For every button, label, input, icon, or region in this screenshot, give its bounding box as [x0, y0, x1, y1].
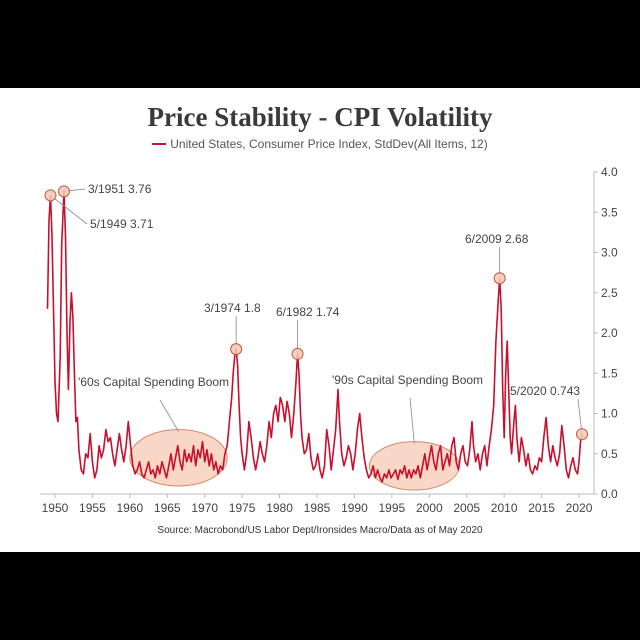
highlight-leader — [409, 397, 415, 444]
x-tick-label: 1965 — [154, 501, 181, 515]
legend-label: United States, Consumer Price Index, Std… — [170, 137, 488, 151]
x-tick-label: 2020 — [566, 501, 593, 515]
y-tick-label: 1.5 — [601, 366, 618, 380]
x-tick-label: 2010 — [491, 501, 518, 515]
x-tick-label: 2000 — [416, 501, 443, 515]
x-tick-label: 2005 — [453, 501, 480, 515]
source-note: Source: Macrobond/US Labor Dept/Ironside… — [157, 525, 483, 536]
y-tick-label: 3.5 — [601, 205, 618, 219]
chart-panel: Price Stability - CPI Volatility United … — [0, 88, 640, 552]
highlight-label: '90s Capital Spending Boom — [332, 373, 483, 387]
annotation-marker — [576, 428, 589, 441]
x-tick-label: 1960 — [116, 501, 143, 515]
legend: United States, Consumer Price Index, Std… — [0, 137, 640, 151]
annotation-marker — [44, 189, 57, 202]
annotation-label: 5/1949 3.71 — [90, 217, 154, 231]
highlight-leader — [159, 399, 179, 432]
annotation-label: 6/1982 1.74 — [276, 305, 340, 319]
x-tick-label: 1985 — [304, 501, 331, 515]
annotation-label: 3/1951 3.76 — [88, 182, 152, 196]
annotation-marker — [230, 343, 243, 356]
x-tick-label: 1980 — [266, 501, 293, 515]
annotation-label: 5/2020 0.743 — [510, 384, 580, 398]
x-tick-label: 1995 — [379, 501, 406, 515]
y-tick-label: 3.0 — [601, 246, 618, 260]
legend-swatch — [152, 142, 167, 145]
y-tick-label: 0.5 — [601, 447, 618, 461]
annotation-label: 3/1974 1.8 — [204, 301, 261, 315]
highlight-label: '60s Capital Spending Boom — [78, 375, 229, 389]
annotation-marker — [493, 272, 506, 285]
highlight-ellipse — [368, 441, 460, 491]
y-tick-label: 2.5 — [601, 286, 618, 300]
y-tick-label: 1.0 — [601, 407, 618, 421]
annotation-marker — [291, 347, 304, 360]
series-line — [46, 190, 583, 483]
x-tick-label: 1990 — [341, 501, 368, 515]
y-tick-label: 0.0 — [601, 487, 618, 501]
y-tick-label: 4.0 — [601, 165, 618, 179]
x-tick-label: 1955 — [79, 501, 106, 515]
y-tick-label: 2.0 — [601, 326, 618, 340]
x-tick-label: 1950 — [42, 501, 69, 515]
x-tick-label: 1975 — [229, 501, 256, 515]
chart-title: Price Stability - CPI Volatility — [147, 102, 493, 132]
x-tick-label: 1970 — [191, 501, 218, 515]
annotation-leader — [50, 195, 88, 225]
annotation-label: 6/2009 2.68 — [465, 232, 529, 246]
annotation-marker — [57, 185, 70, 198]
plot-area: 0.0 0.5 1.0 1.5 2.0 2.5 3.0 3.5 4.0 1950 1955 1960 1… — [40, 165, 618, 515]
x-tick-label: 2015 — [528, 501, 555, 515]
